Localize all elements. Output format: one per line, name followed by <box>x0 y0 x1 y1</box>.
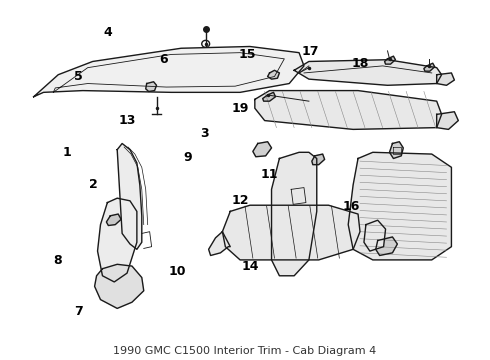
Polygon shape <box>437 112 458 129</box>
Polygon shape <box>294 60 441 85</box>
Polygon shape <box>146 82 156 91</box>
Text: 1: 1 <box>62 146 71 159</box>
Text: 8: 8 <box>53 254 61 267</box>
Polygon shape <box>268 70 279 79</box>
Text: 5: 5 <box>74 70 83 83</box>
Text: 16: 16 <box>343 200 360 213</box>
Polygon shape <box>255 91 441 129</box>
Text: 18: 18 <box>352 57 369 70</box>
Text: 15: 15 <box>239 48 256 61</box>
Text: 17: 17 <box>301 45 319 58</box>
Polygon shape <box>34 46 304 97</box>
Polygon shape <box>312 154 324 165</box>
Polygon shape <box>209 232 230 256</box>
Polygon shape <box>222 205 360 260</box>
Polygon shape <box>348 152 451 260</box>
Text: 11: 11 <box>260 168 278 181</box>
Polygon shape <box>98 198 137 282</box>
Text: 14: 14 <box>241 260 259 274</box>
Polygon shape <box>271 152 317 276</box>
Text: 12: 12 <box>231 194 249 207</box>
Polygon shape <box>364 220 386 251</box>
Polygon shape <box>424 63 435 71</box>
Text: 1990 GMC C1500 Interior Trim - Cab Diagram 4: 1990 GMC C1500 Interior Trim - Cab Diagr… <box>113 346 377 356</box>
Text: 2: 2 <box>89 178 98 191</box>
Polygon shape <box>437 73 454 85</box>
Polygon shape <box>385 56 395 64</box>
Text: 4: 4 <box>103 26 112 39</box>
Text: 7: 7 <box>74 305 83 318</box>
Text: 10: 10 <box>169 265 186 278</box>
Text: 3: 3 <box>200 127 208 140</box>
Polygon shape <box>263 93 275 101</box>
Text: 9: 9 <box>183 151 192 164</box>
Text: 13: 13 <box>118 114 136 127</box>
Polygon shape <box>117 144 142 249</box>
Polygon shape <box>95 264 144 309</box>
Polygon shape <box>253 142 271 157</box>
Text: 6: 6 <box>159 53 168 66</box>
Text: 19: 19 <box>231 102 249 115</box>
Polygon shape <box>106 214 121 225</box>
Polygon shape <box>376 237 397 256</box>
Polygon shape <box>390 142 403 158</box>
